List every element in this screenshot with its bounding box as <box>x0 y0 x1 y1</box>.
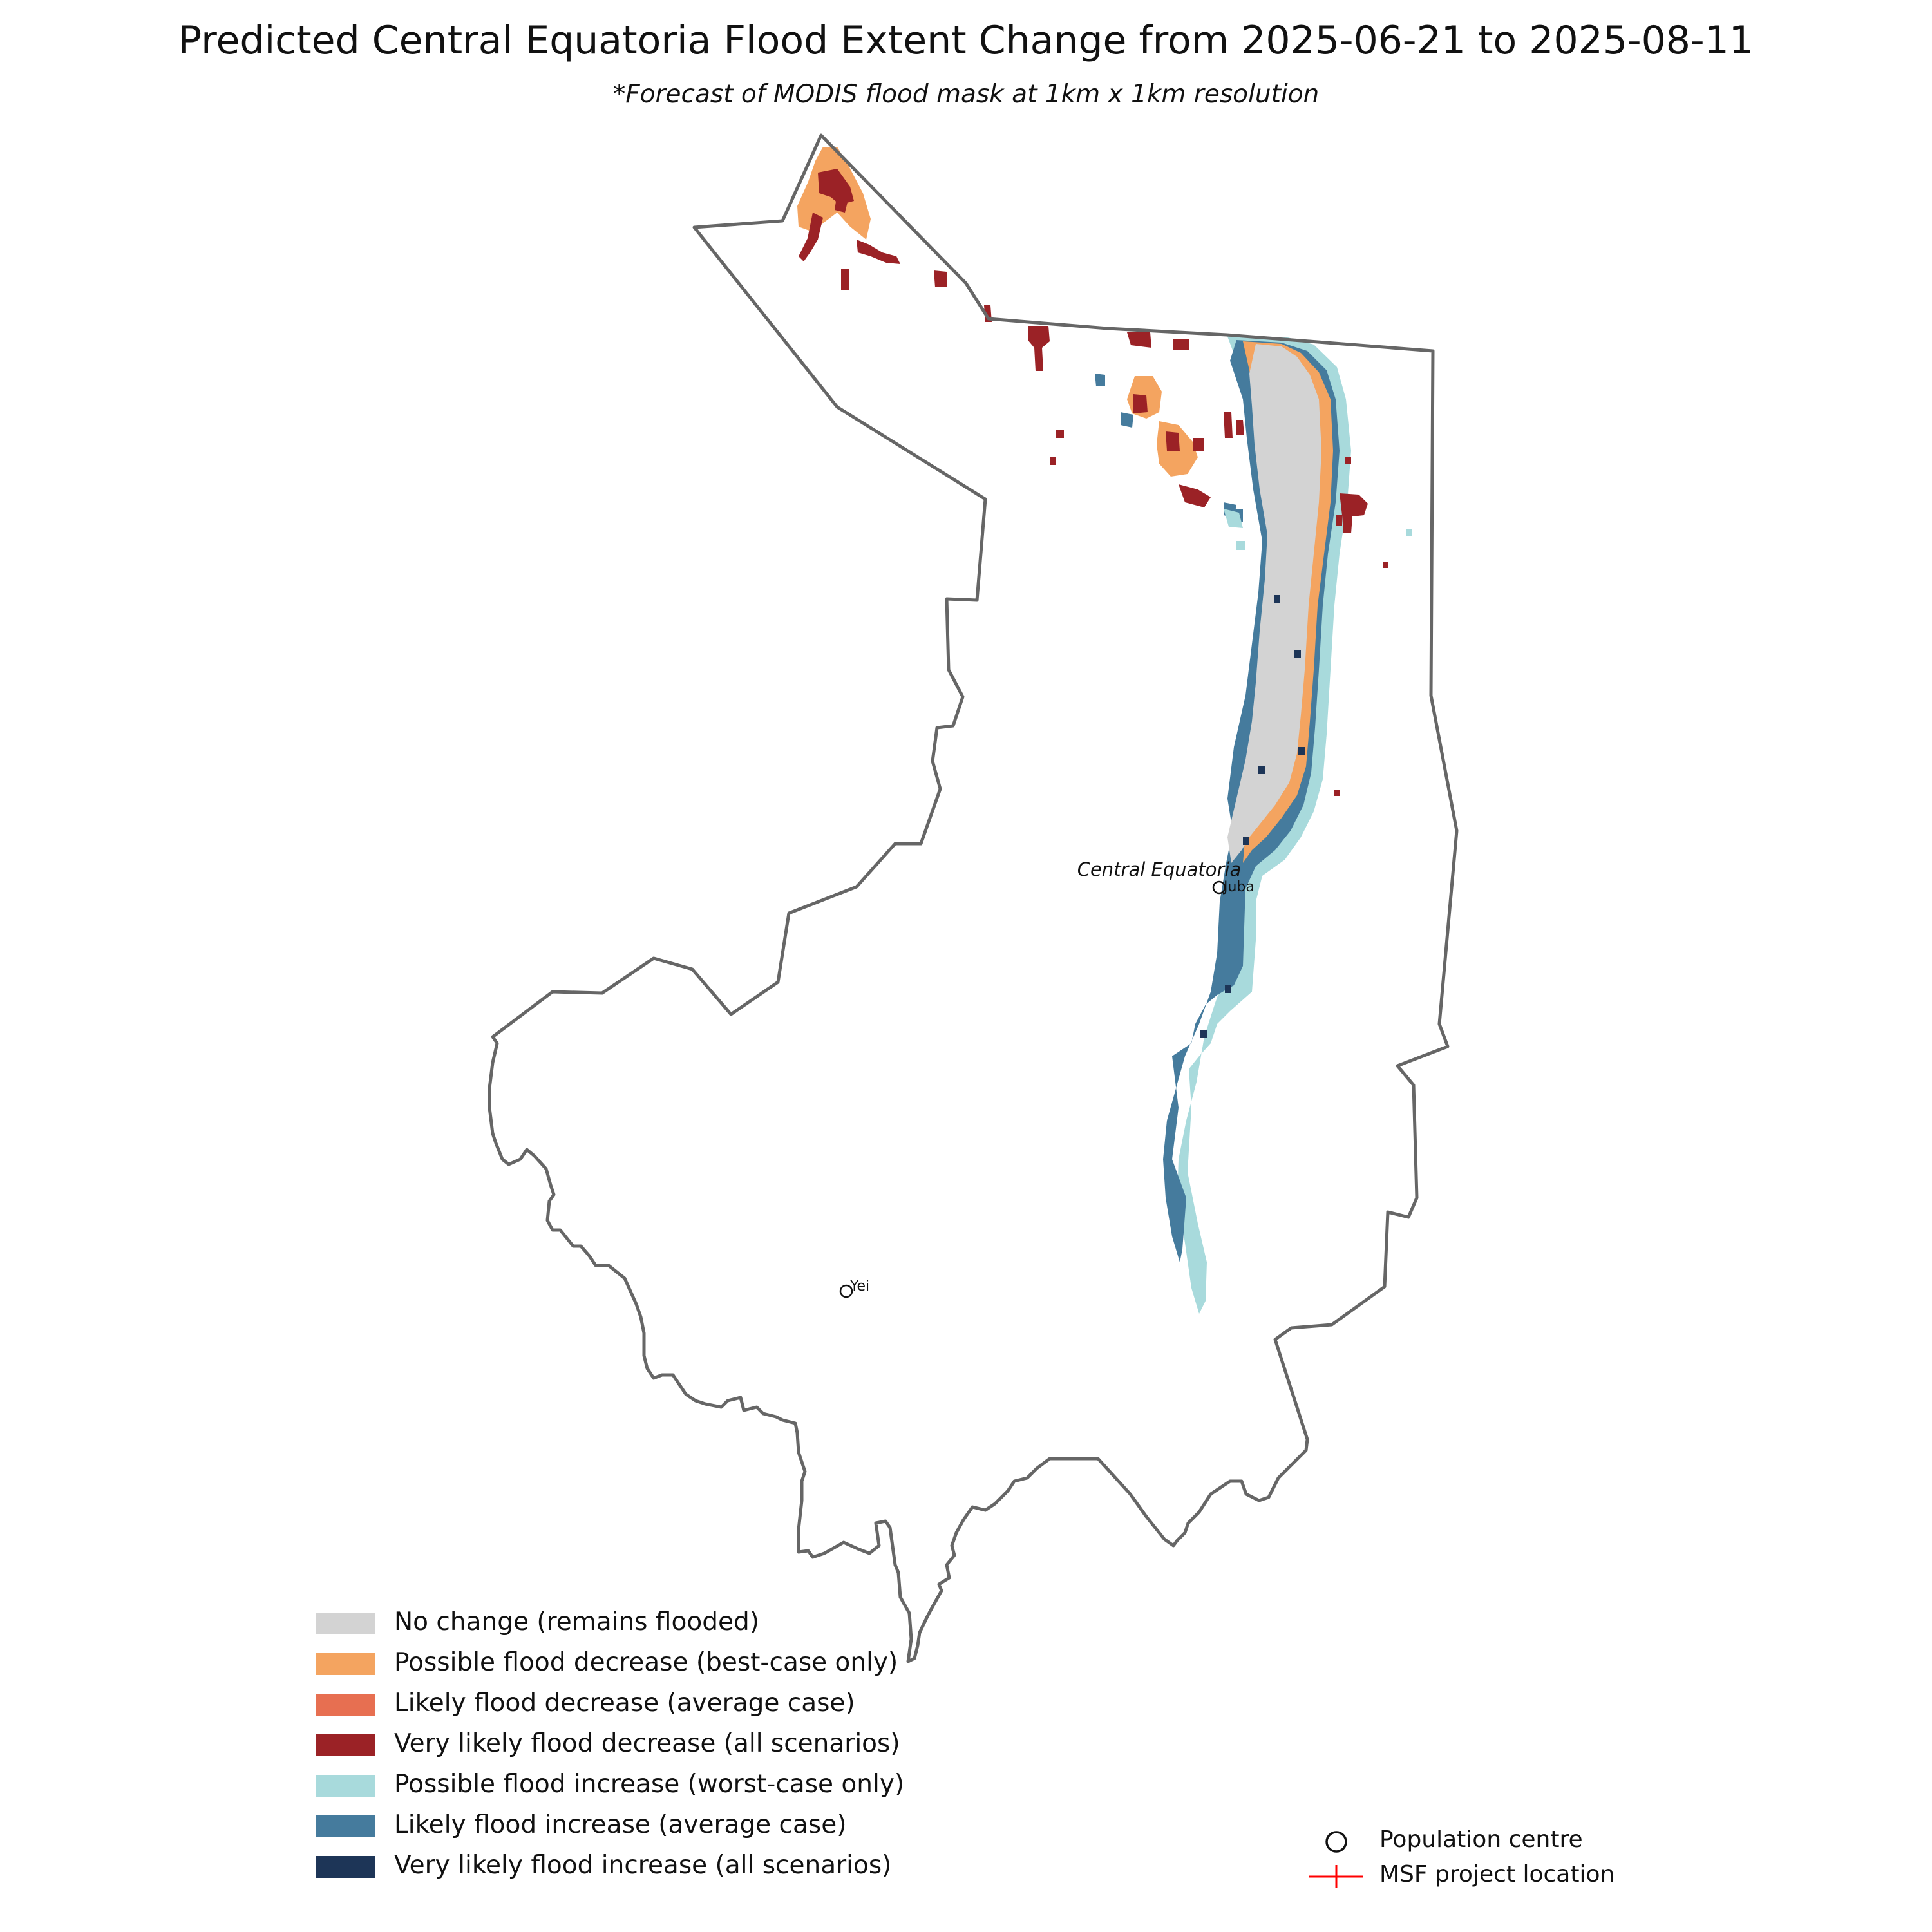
legend-swatch <box>316 1653 375 1675</box>
map-subtitle: *Forecast of MODIS flood mask at 1km x 1… <box>612 80 1320 109</box>
population-centre-icon <box>1212 880 1226 895</box>
legend-swatch <box>316 1856 375 1878</box>
population-centre-icon <box>839 1284 853 1298</box>
legend-swatch <box>316 1734 375 1756</box>
legend-label: Likely flood decrease (average case) <box>394 1689 855 1718</box>
map-title: Predicted Central Equatoria Flood Extent… <box>178 18 1754 63</box>
legend-label: Very likely flood increase (all scenario… <box>394 1851 892 1880</box>
river-increase-possible-specks <box>1406 529 1412 536</box>
legend-swatch <box>316 1775 375 1797</box>
region-label: Central Equatoria <box>1077 858 1242 880</box>
place-label-yei: Yei <box>849 1278 869 1294</box>
legend-label: MSF project location <box>1379 1861 1615 1888</box>
legend-label: No change (remains flooded) <box>394 1607 759 1636</box>
legend-label: Possible flood decrease (best-case only) <box>394 1648 898 1677</box>
legend-label: Very likely flood decrease (all scenario… <box>394 1729 900 1758</box>
flood-decrease-mid-cluster <box>1127 376 1198 477</box>
place-marker-juba: Juba <box>1212 879 1255 895</box>
river-decrease-verylikely-east <box>1334 457 1388 796</box>
flood-decrease-verylikely-mid <box>1050 394 1244 507</box>
river-no-change-core <box>1227 344 1321 863</box>
legend-label: Possible flood increase (worst-case only… <box>394 1770 905 1799</box>
circle-outline-icon <box>1325 1831 1347 1853</box>
legend-swatch <box>316 1815 375 1837</box>
place-label-juba: Juba <box>1222 879 1255 895</box>
flood-increase-possible-mid <box>1224 509 1245 550</box>
legend-label: Population centre <box>1379 1826 1583 1853</box>
legend-swatch <box>316 1613 375 1634</box>
legend-label: Likely flood increase (average case) <box>394 1810 847 1839</box>
place-marker-yei: Yei <box>839 1278 869 1298</box>
central-equatoria-boundary <box>488 133 1459 1663</box>
legend-swatch <box>316 1694 375 1716</box>
flood-increase-likely-mid <box>1095 374 1243 522</box>
flood-layer <box>797 147 1412 1314</box>
red-cross-icon <box>1309 1865 1363 1888</box>
flood-decrease-verylikely-nw <box>799 169 900 264</box>
